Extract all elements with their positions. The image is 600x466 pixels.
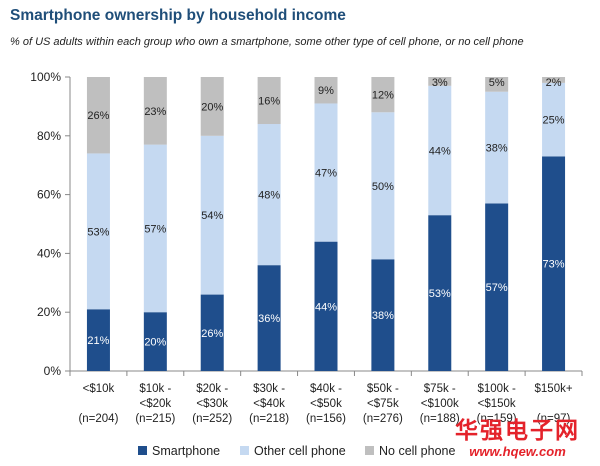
legend-swatch: [138, 446, 147, 455]
data-label: 57%: [486, 282, 508, 294]
bar-smartphone: [314, 241, 338, 371]
x-tick-label: $100k -: [477, 383, 516, 395]
data-label: 73%: [543, 259, 565, 271]
data-label: 53%: [87, 226, 109, 238]
bar-smartphone: [428, 215, 452, 371]
data-label: 26%: [87, 110, 109, 122]
data-label: 38%: [486, 143, 508, 155]
data-label: 3%: [432, 77, 448, 89]
data-label: 20%: [144, 337, 166, 349]
x-tick-label: <$100k: [421, 398, 459, 410]
bar-no-cell-phone: [542, 77, 566, 83]
bar-no-cell-phone: [143, 77, 167, 145]
data-label: 44%: [315, 301, 337, 313]
bar-smartphone: [542, 156, 566, 371]
x-tick-label: (n=276): [363, 413, 403, 425]
bar-smartphone: [371, 259, 395, 371]
x-tick-label: <$50k: [310, 398, 342, 410]
bar-smartphone: [200, 294, 224, 371]
bar-other-cell-phone: [143, 144, 167, 313]
bar-no-cell-phone: [371, 77, 395, 113]
bar-other-cell-phone: [257, 124, 281, 266]
data-label: 9%: [318, 85, 334, 97]
data-label: 23%: [144, 106, 166, 118]
chart-subtitle: % of US adults within each group who own…: [10, 36, 524, 48]
x-tick-label: (n=188): [420, 413, 460, 425]
x-tick-label: $150k+: [535, 383, 573, 395]
y-tick-label: 20%: [37, 305, 61, 319]
bar-smartphone: [86, 309, 110, 371]
data-label: 20%: [201, 101, 223, 113]
legend-swatch: [240, 446, 249, 455]
y-tick-label: 0%: [44, 364, 62, 378]
data-label: 47%: [315, 168, 337, 180]
legend-label: Other cell phone: [254, 444, 346, 458]
data-label: 12%: [372, 90, 394, 102]
chart-title: Smartphone ownership by household income: [10, 7, 346, 24]
bar-smartphone: [485, 203, 509, 371]
watermark-logo: 华强电子网 www.hqew.com: [455, 418, 580, 459]
data-label: 38%: [372, 310, 394, 322]
bar-no-cell-phone: [86, 77, 110, 154]
x-tick-label: <$10k: [83, 383, 115, 395]
bar-other-cell-phone: [314, 103, 338, 242]
x-tick-label: <$20k: [140, 398, 172, 410]
legend-swatch: [365, 446, 374, 455]
x-tick-label: <$30k: [196, 398, 228, 410]
bar-no-cell-phone: [314, 77, 338, 104]
bar-no-cell-phone: [428, 77, 452, 86]
data-label: 57%: [144, 223, 166, 235]
y-tick-label: 100%: [30, 70, 61, 84]
y-tick-label: 80%: [37, 129, 61, 143]
data-label: 26%: [201, 328, 223, 340]
data-label: 36%: [258, 313, 280, 325]
data-label: 16%: [258, 96, 280, 108]
x-tick-label: $20k -: [196, 383, 228, 395]
bar-no-cell-phone: [257, 77, 281, 125]
bar-smartphone: [143, 312, 167, 371]
bar-no-cell-phone: [485, 77, 509, 92]
x-tick-label: (n=218): [249, 413, 289, 425]
legend-label: No cell phone: [379, 444, 455, 458]
bar-other-cell-phone: [86, 153, 110, 310]
x-tick-label: (n=159): [477, 413, 517, 425]
data-label: 5%: [489, 77, 505, 89]
x-tick-label: <$40k: [253, 398, 285, 410]
data-label: 50%: [372, 181, 394, 193]
bar-other-cell-phone: [200, 135, 224, 295]
data-label: 48%: [258, 190, 280, 202]
data-label: 25%: [543, 115, 565, 127]
bar-other-cell-phone: [542, 82, 566, 157]
x-tick-label: (n=156): [306, 413, 346, 425]
data-label: 54%: [201, 210, 223, 222]
bar-other-cell-phone: [485, 91, 509, 204]
x-tick-label: $40k -: [310, 383, 342, 395]
watermark-url: www.hqew.com: [469, 444, 566, 459]
watermark-text: 华强电子网: [455, 418, 580, 444]
x-tick-label: $50k -: [367, 383, 399, 395]
data-label: 44%: [429, 146, 451, 158]
data-label: 2%: [546, 77, 562, 89]
bar-other-cell-phone: [428, 85, 452, 216]
data-label: 53%: [429, 288, 451, 300]
x-tick-label: $75k -: [424, 383, 456, 395]
x-tick-label: $30k -: [253, 383, 285, 395]
y-tick-label: 60%: [37, 188, 61, 202]
legend-label: Smartphone: [152, 444, 220, 458]
x-tick-label: (n=215): [135, 413, 175, 425]
x-tick-label: (n=204): [78, 413, 118, 425]
y-tick-label: 40%: [37, 246, 61, 260]
x-tick-label: $10k -: [139, 383, 171, 395]
x-tick-label: (n=97): [537, 413, 571, 425]
bar-no-cell-phone: [200, 77, 224, 136]
data-label: 21%: [87, 335, 109, 347]
x-tick-label: (n=252): [192, 413, 232, 425]
x-tick-label: <$150k: [478, 398, 516, 410]
bar-smartphone: [257, 265, 281, 371]
bar-other-cell-phone: [371, 112, 395, 260]
x-tick-label: <$75k: [367, 398, 399, 410]
